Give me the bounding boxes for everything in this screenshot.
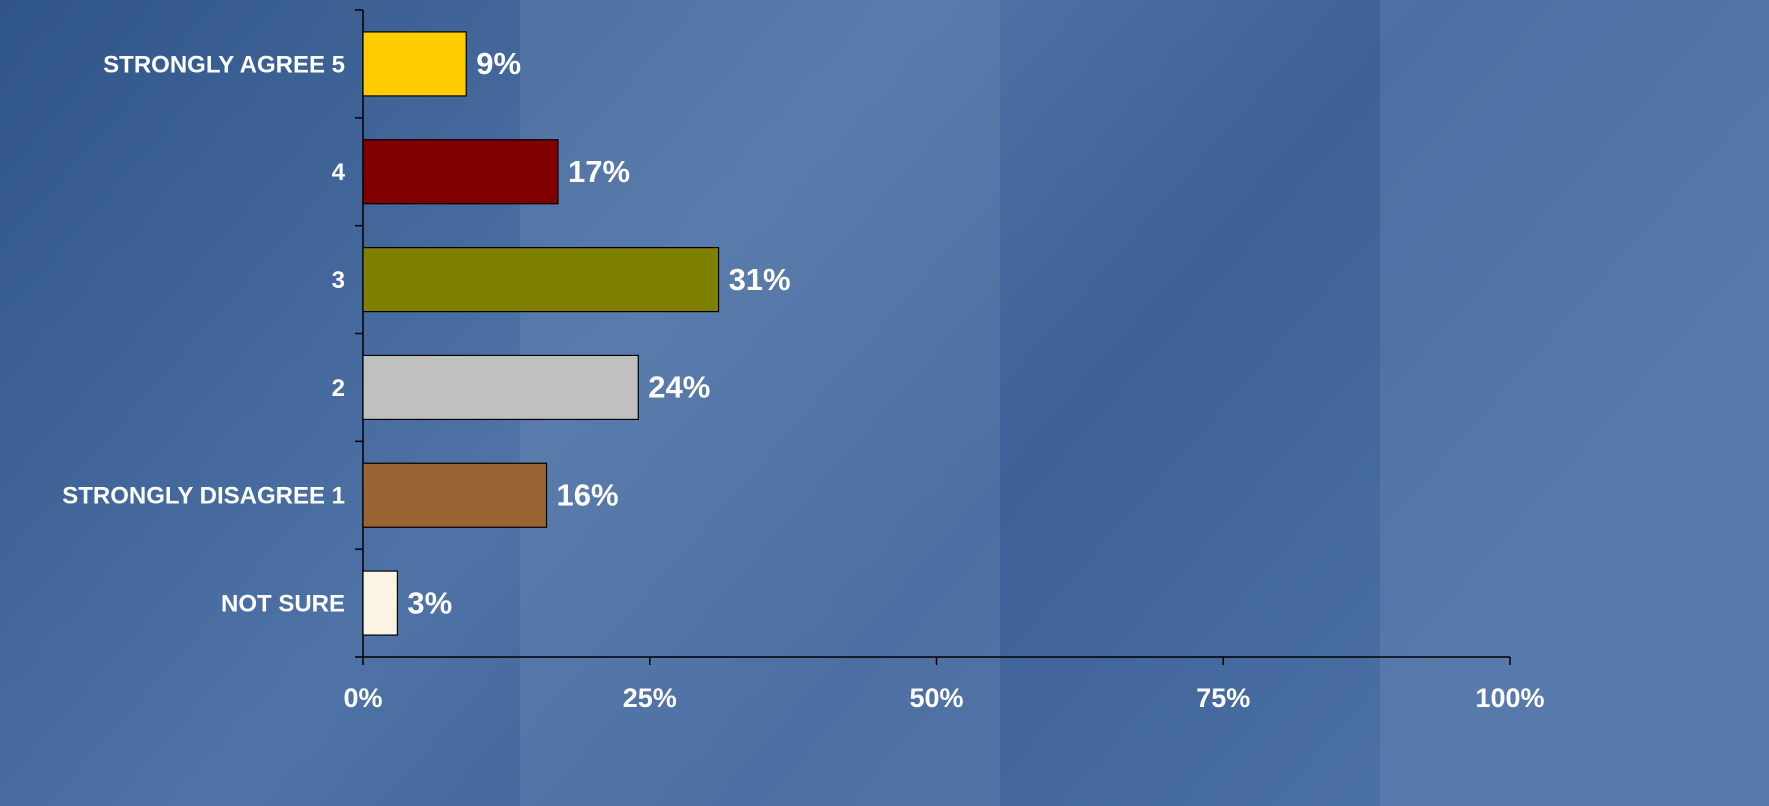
bar xyxy=(362,462,548,528)
y-tick-label: NOT SURE xyxy=(221,590,345,617)
x-tick-label: 50% xyxy=(909,683,963,713)
value-label: 31% xyxy=(729,262,791,297)
bar xyxy=(362,570,399,636)
bar xyxy=(362,31,467,97)
bar xyxy=(362,354,639,421)
bar xyxy=(362,139,559,205)
bar xyxy=(362,246,720,313)
value-label: 24% xyxy=(648,370,710,405)
y-tick-label: 3 xyxy=(332,267,345,294)
value-label: 17% xyxy=(568,154,630,189)
x-tick-label: 25% xyxy=(623,683,677,713)
value-label: 9% xyxy=(476,46,521,81)
y-tick-label: STRONGLY DISAGREE 1 xyxy=(62,483,345,510)
x-tick-label: 0% xyxy=(343,683,382,713)
y-tick-label: 2 xyxy=(332,375,345,402)
y-tick-label: 4 xyxy=(332,159,346,186)
value-label: 16% xyxy=(557,477,619,512)
y-tick-label: STRONGLY AGREE 5 xyxy=(103,51,345,78)
value-label: 3% xyxy=(407,585,452,620)
newspaper-decor xyxy=(1380,0,1769,806)
x-tick-label: 100% xyxy=(1475,683,1544,713)
x-tick-label: 75% xyxy=(1196,683,1250,713)
